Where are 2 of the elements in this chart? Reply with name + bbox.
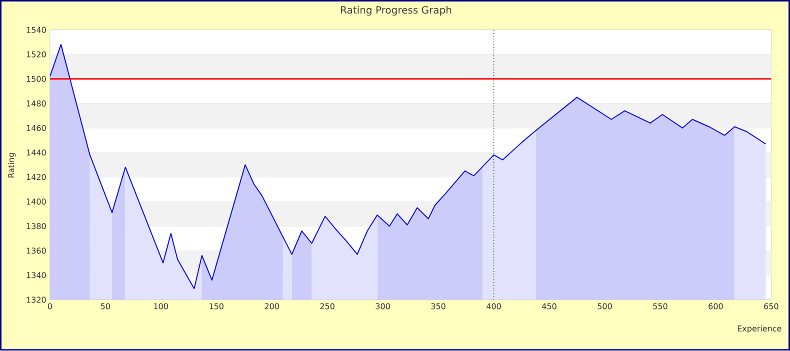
- line-series: [50, 44, 766, 290]
- chart-title: Rating Progress Graph: [341, 6, 452, 16]
